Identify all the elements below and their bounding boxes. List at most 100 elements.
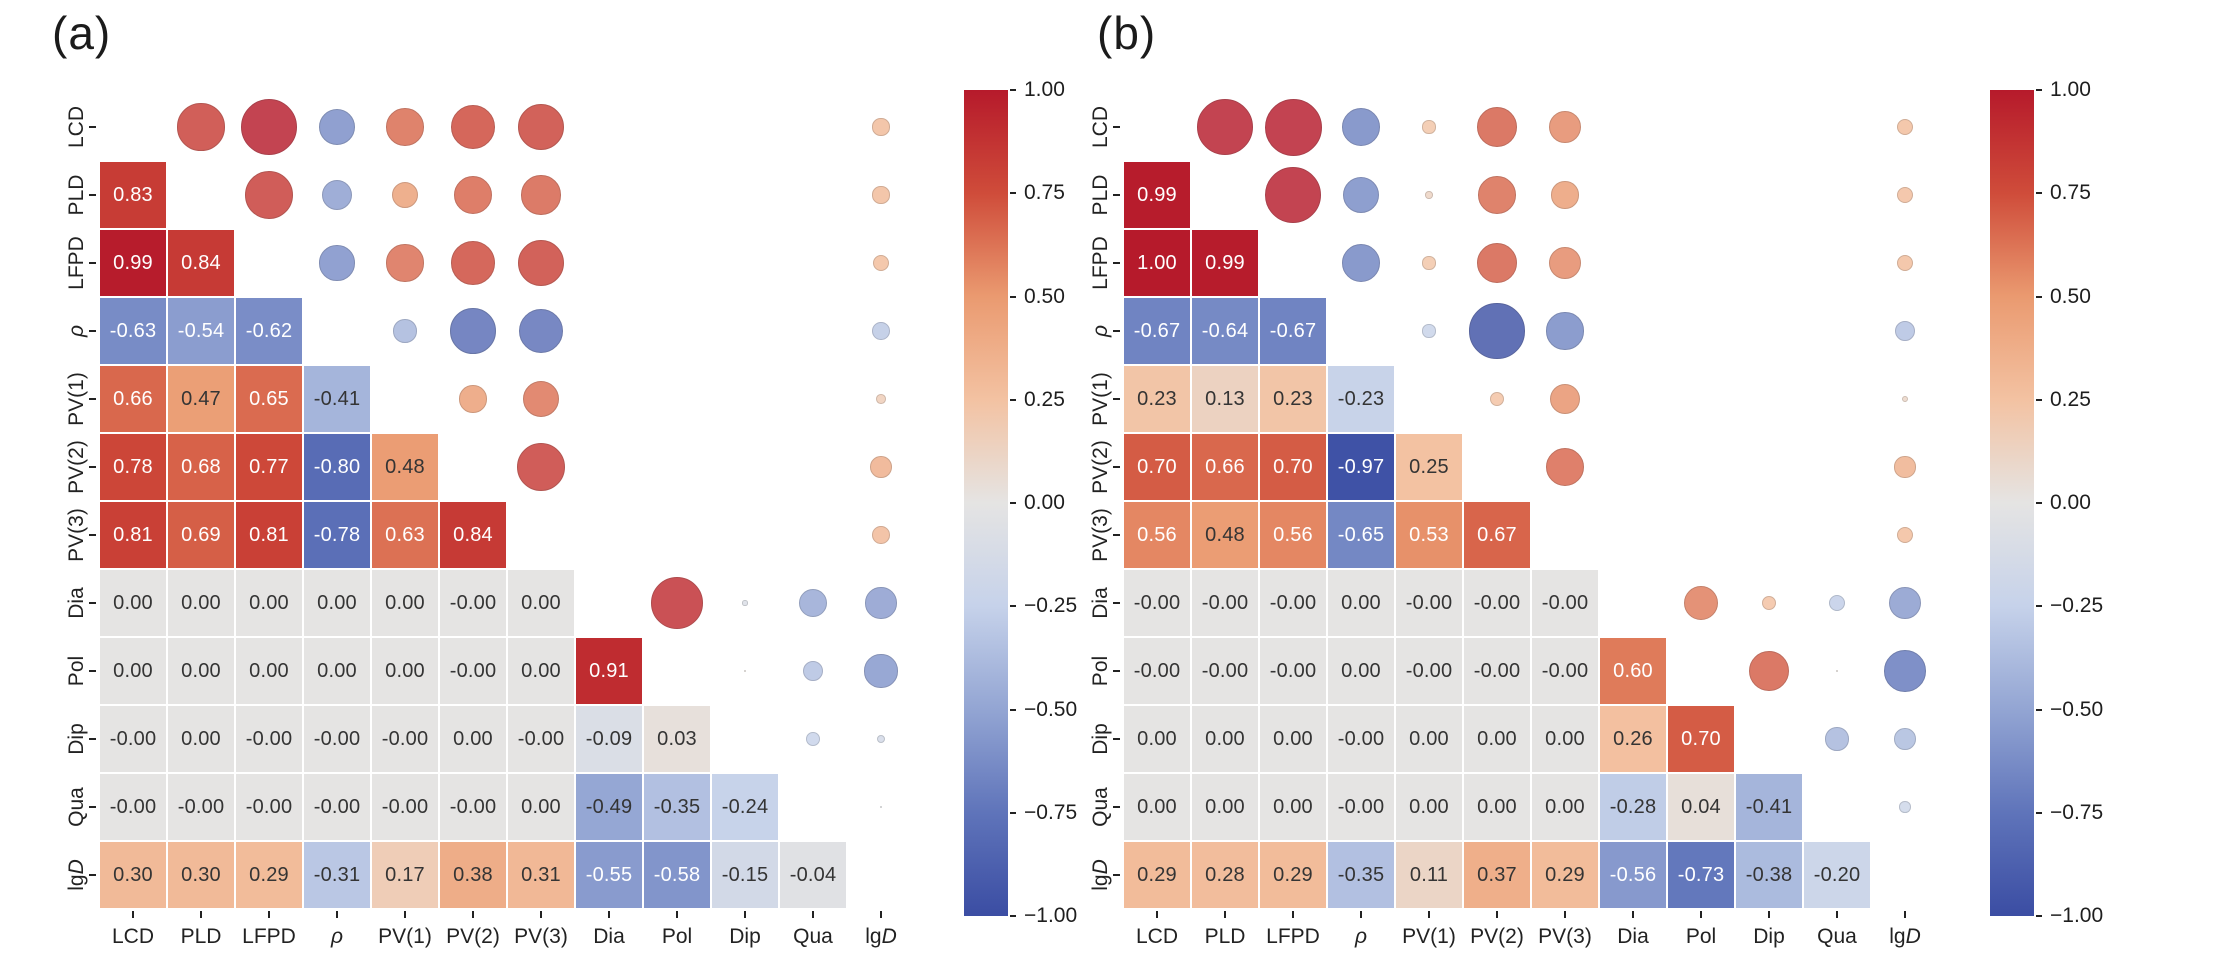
matrix-cell: -0.00 [372, 774, 438, 840]
col-tick [540, 911, 542, 918]
matrix-cell: 0.00 [372, 570, 438, 636]
correlation-value: 0.03 [657, 727, 697, 750]
colorbar-tick-label: −0.25 [2050, 594, 2104, 618]
correlation-value: -0.28 [1609, 795, 1657, 818]
matrix-cell: -0.31 [304, 842, 370, 908]
correlation-circle [1477, 107, 1517, 147]
col-tick [1632, 911, 1634, 918]
correlation-value: 0.48 [1205, 523, 1245, 546]
correlation-value: -0.49 [585, 795, 633, 818]
correlation-value: -0.67 [1269, 319, 1317, 342]
correlation-value: -0.15 [721, 863, 769, 886]
col-label-Dia: Dia [593, 925, 625, 948]
matrix-cell: 0.29 [1532, 842, 1598, 908]
correlation-circle [517, 239, 565, 287]
matrix-cell: -0.73 [1668, 842, 1734, 908]
col-tick [1496, 911, 1498, 918]
correlation-value: -0.00 [1473, 659, 1521, 682]
correlation-value: 0.00 [317, 591, 357, 614]
matrix-cell: -0.41 [304, 366, 370, 432]
row-tick [1113, 126, 1120, 128]
correlation-circle [523, 381, 559, 417]
correlation-value: -0.00 [313, 795, 361, 818]
row-tick [89, 670, 96, 672]
correlation-value: -0.00 [1337, 795, 1385, 818]
correlation-circle [1829, 595, 1845, 611]
correlation-value: 0.00 [1545, 727, 1585, 750]
panel-a-matrix: 0.83 0.99 0.84 -0.63 -0.54 -0.62 0.66 0.47 0.65 -… [99, 93, 915, 909]
colorbar-tick-label: −0.75 [1024, 800, 1078, 824]
colorbar-tick [1010, 502, 1016, 504]
correlation-value: 0.00 [521, 795, 561, 818]
colorbar-tick [2036, 915, 2042, 917]
colorbar-tick [1010, 915, 1016, 917]
matrix-cell: -0.15 [712, 842, 778, 908]
matrix-cell: -0.78 [304, 502, 370, 568]
col-label-PV(2): PV(2) [446, 925, 500, 948]
correlation-value: 0.00 [1545, 795, 1585, 818]
correlation-value: -0.00 [1405, 659, 1453, 682]
row-tick [1113, 534, 1120, 536]
matrix-cell: 0.65 [236, 366, 302, 432]
matrix-cell: -0.67 [1124, 298, 1190, 364]
correlation-circle [865, 587, 897, 619]
col-tick [200, 911, 202, 918]
correlation-value: -0.04 [789, 863, 837, 886]
row-tick [1113, 602, 1120, 604]
colorbar-tick-label: −0.25 [1024, 594, 1078, 618]
correlation-value: 0.00 [1205, 727, 1245, 750]
correlation-value: -0.80 [313, 455, 361, 478]
matrix-cell: 0.00 [236, 570, 302, 636]
correlation-value: 0.13 [1205, 387, 1245, 410]
matrix-cell: -0.00 [100, 774, 166, 840]
correlation-circle [1825, 727, 1849, 751]
correlation-circle [1899, 801, 1911, 813]
correlation-value: 0.38 [453, 863, 493, 886]
row-tick [1113, 806, 1120, 808]
correlation-circle [1895, 321, 1915, 341]
matrix-cell: 0.29 [1124, 842, 1190, 908]
correlation-value: -0.00 [1201, 659, 1249, 682]
correlation-value: 0.60 [1613, 659, 1653, 682]
correlation-value: -0.00 [381, 795, 429, 818]
correlation-value: -0.58 [653, 863, 701, 886]
colorbar-tick [1010, 89, 1016, 91]
correlation-value: 0.31 [521, 863, 561, 886]
colorbar-tick-label: 0.25 [2050, 387, 2091, 411]
correlation-value: 0.48 [385, 455, 425, 478]
col-tick [336, 911, 338, 918]
matrix-cell: -0.56 [1600, 842, 1666, 908]
row-tick [1113, 738, 1120, 740]
correlation-value: 0.00 [181, 659, 221, 682]
correlation-circle [876, 734, 886, 744]
correlation-circle [872, 526, 890, 544]
matrix-cell: -0.00 [1328, 706, 1394, 772]
correlation-value: -0.00 [517, 727, 565, 750]
colorbar-tick [2036, 708, 2042, 711]
matrix-cell: -0.00 [1260, 638, 1326, 704]
matrix-cell: 0.00 [168, 706, 234, 772]
matrix-cell: 0.00 [1124, 774, 1190, 840]
col-tick [472, 911, 474, 918]
correlation-value: 0.66 [1205, 455, 1245, 478]
matrix-cell: 0.69 [168, 502, 234, 568]
matrix-cell: 0.37 [1464, 842, 1530, 908]
col-label-ρ: ρ [1301, 925, 1421, 949]
correlation-value: 0.26 [1613, 727, 1653, 750]
correlation-value: 0.00 [1409, 727, 1449, 750]
correlation-value: 0.78 [113, 455, 153, 478]
matrix-cell: 0.30 [100, 842, 166, 908]
correlation-circle [1896, 526, 1914, 544]
correlation-circle [1835, 669, 1839, 673]
col-tick [1224, 911, 1226, 918]
matrix-cell: 0.13 [1192, 366, 1258, 432]
correlation-circle [1422, 324, 1436, 338]
correlation-value: 0.00 [385, 659, 425, 682]
correlation-value: 0.00 [521, 659, 561, 682]
correlation-value: 0.84 [453, 523, 493, 546]
correlation-value: 0.00 [249, 591, 289, 614]
matrix-cell: -0.64 [1192, 298, 1258, 364]
correlation-value: 0.29 [1137, 863, 1177, 886]
row-label-lgD: lgD [1089, 859, 1112, 891]
